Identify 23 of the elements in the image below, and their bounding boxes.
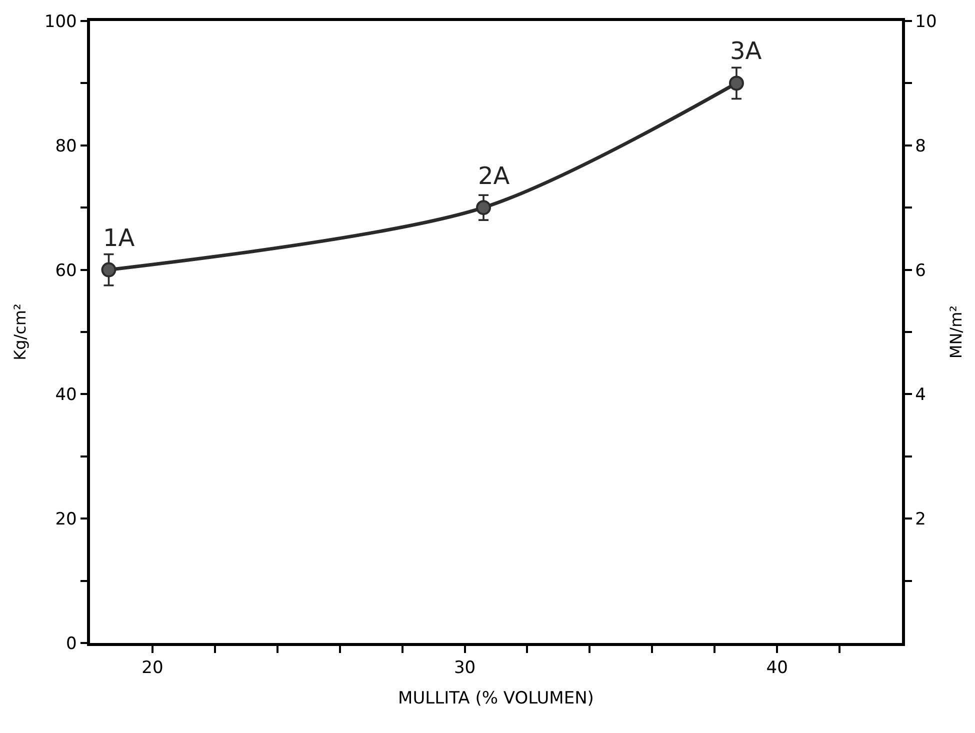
y-tick-label: 0 — [66, 634, 77, 654]
x-tick-label: 40 — [766, 658, 788, 678]
x-tick-label: 20 — [142, 658, 164, 678]
y2-tick-label: 2 — [915, 510, 926, 530]
y2-tick-label: 6 — [915, 260, 926, 281]
y-tick-label: 60 — [55, 260, 77, 281]
annotation: 3A — [730, 37, 762, 65]
annotation: 2A — [478, 162, 510, 190]
y-axis-title: Kg/cm² — [10, 304, 30, 360]
x-tick-label: 30 — [454, 658, 476, 678]
point — [728, 76, 744, 91]
y-tick-label: 80 — [55, 136, 77, 156]
y2-tick-label: 4 — [915, 385, 926, 406]
annotation: 1A — [103, 224, 136, 252]
x-axis-title: MULLITA (% VOLUMEN) — [398, 688, 594, 709]
point — [101, 262, 116, 278]
point — [476, 200, 492, 216]
y2-axis-title: MN/m² — [946, 305, 966, 359]
y-tick-label: 40 — [55, 385, 77, 406]
y2-tick-label: 8 — [915, 136, 926, 156]
y-tick-label: 100 — [44, 12, 77, 32]
y2-tick-label: 10 — [915, 12, 937, 32]
y-tick-label: 20 — [55, 510, 77, 530]
